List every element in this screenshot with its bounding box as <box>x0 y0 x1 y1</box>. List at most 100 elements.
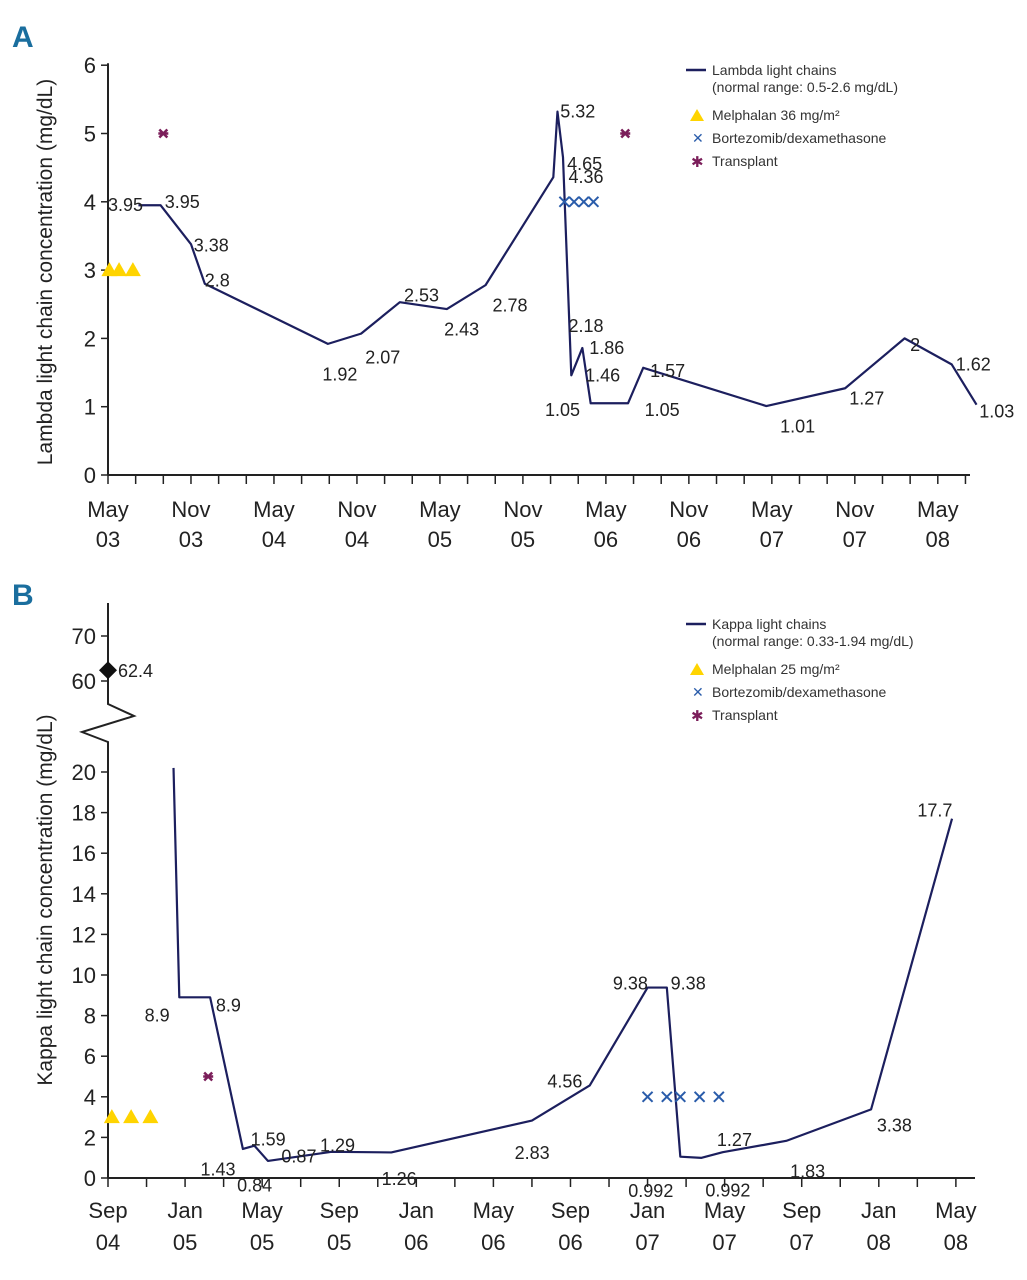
legend-melphalan-label: Melphalan 25 mg/m² <box>712 661 840 677</box>
legend-lambda-range: (normal range: 0.5-2.6 mg/dL) <box>712 79 898 95</box>
x-tick-label-year: 08 <box>867 1230 891 1255</box>
x-tick-label-year: 05 <box>250 1230 274 1255</box>
y-tick-label: 2 <box>84 326 96 351</box>
data-label: 9.38 <box>671 974 706 994</box>
data-label: 4.36 <box>569 167 604 187</box>
legend-bortezomib-label: Bortezomib/dexamethasone <box>712 684 887 700</box>
panel-b-data-labels: 62.4 8.9 8.9 1.43 1.59 0.84 1.29 1.26 2.83 4.56 9.… <box>118 661 952 1201</box>
bortezomib-marker <box>713 1091 725 1103</box>
panel-a-markers <box>101 128 631 277</box>
panel-a-series <box>138 110 978 408</box>
y-tick-label: 2 <box>84 1125 96 1150</box>
panel-a-data-labels: 3.95 3.95 3.38 2.8 1.92 2.07 2.532.43 2.78 5.32 4… <box>108 102 1014 437</box>
panel-b-letter: B <box>12 579 34 612</box>
data-label: 0.992 <box>628 1181 673 1201</box>
x-tick-label-month: Nov <box>503 497 542 522</box>
x-tick-label-year: 06 <box>677 527 701 552</box>
bortezomib-marker <box>661 1091 673 1103</box>
data-label: 1.05 <box>545 400 580 420</box>
y-tick-label: 12 <box>72 922 96 947</box>
lambda-series-line <box>138 110 978 408</box>
transplant-asterisk-icon: ✱ <box>691 707 704 725</box>
y-tick-label: 6 <box>84 53 96 78</box>
x-tick-label-year: 08 <box>926 527 950 552</box>
y-tick-label: 20 <box>72 760 96 785</box>
data-label: 3.95 <box>108 195 143 215</box>
data-label: 2.78 <box>492 296 527 316</box>
legend-melphalan-label: Melphalan 36 mg/m² <box>712 107 840 123</box>
x-tick-label-year: 05 <box>511 527 535 552</box>
y-tick-label: 4 <box>84 1085 96 1110</box>
x-tick-label-year: 06 <box>594 527 618 552</box>
x-tick-label-year: 07 <box>843 527 867 552</box>
y-tick-label: 0 <box>84 463 96 488</box>
melphalan-marker <box>111 262 128 277</box>
data-label: 3.95 <box>165 192 200 212</box>
bortezomib-marker <box>693 1091 706 1103</box>
data-label: 2.8 <box>205 270 230 290</box>
melphalan-marker <box>142 1109 159 1124</box>
data-label: 1.01 <box>780 417 815 437</box>
y-tick-label: 70 <box>72 624 96 649</box>
x-tick-label-month: Jan <box>167 1198 202 1223</box>
y-tick-label: 5 <box>84 122 96 147</box>
panel-a-y-axis-title: Lambda light chain concentration (mg/dL) <box>34 79 57 465</box>
x-tick-label-month: Nov <box>835 497 874 522</box>
outlier-diamond-marker <box>99 661 117 680</box>
panel-a-letter: A <box>12 21 34 54</box>
x-tick-label-month: Sep <box>551 1198 590 1223</box>
data-label: 8.9 <box>216 995 241 1015</box>
x-tick-label-month: May <box>473 1198 515 1223</box>
data-label: 1.86 <box>589 338 624 358</box>
legend-kappa-label: Kappa light chains <box>712 616 826 632</box>
bortezomib-x-icon: ✕ <box>692 130 704 146</box>
x-tick-label-month: May <box>935 1198 977 1223</box>
x-tick-label-year: 05 <box>173 1230 197 1255</box>
legend-kappa-range: (normal range: 0.33-1.94 mg/dL) <box>712 633 914 649</box>
panel-b-markers <box>99 661 725 1124</box>
data-label: 1.27 <box>717 1130 752 1150</box>
data-label: 4.65 <box>567 154 602 174</box>
data-label: 3.38 <box>194 236 229 256</box>
x-tick-label-year: 03 <box>179 527 203 552</box>
outlier-label: 62.4 <box>118 661 153 681</box>
data-label: 9.38 <box>613 974 648 994</box>
x-tick-label-month: Nov <box>337 497 376 522</box>
melphalan-marker <box>124 262 141 277</box>
x-tick-label-year: 07 <box>635 1230 659 1255</box>
data-label: 1.27 <box>849 389 884 409</box>
x-tick-label-month: Jan <box>861 1198 896 1223</box>
y-tick-label: 6 <box>84 1044 96 1069</box>
panel-a-legend: Lambda light chains (normal range: 0.5-2… <box>686 62 898 171</box>
y-tick-label: 1 <box>84 395 96 420</box>
x-tick-label-month: May <box>751 497 793 522</box>
panel-a-axes: 0 1 2 3 4 5 6 May 03 Nov 03 May 04 Nov 04 May 05 Nov 05 May… <box>84 53 970 552</box>
data-label: 2.43 <box>444 320 479 340</box>
data-label: 2.18 <box>569 316 604 336</box>
panel-b-y-axis-title: Kappa light chain concentration (mg/dL) <box>34 714 57 1085</box>
data-label: 1.03 <box>979 401 1014 421</box>
data-label: 1.29 <box>320 1136 355 1156</box>
x-tick-label-year: 07 <box>760 527 784 552</box>
y-tick-label: 60 <box>72 669 96 694</box>
panel-b-axes: 0 2 4 6 8 10 12 14 16 18 20 60 70 Sep 04 Jan 05 May 05 Sep 0… <box>72 603 977 1255</box>
data-label: 1.83 <box>790 1161 825 1181</box>
y-tick-label: 0 <box>84 1166 96 1191</box>
y-tick-label: 10 <box>72 963 96 988</box>
data-label: 17.7 <box>917 801 952 821</box>
data-label: 0.992 <box>705 1180 750 1200</box>
x-tick-label-year: 04 <box>262 527 286 552</box>
x-tick-label-year: 04 <box>345 527 369 552</box>
x-tick-label-month: Sep <box>88 1198 127 1223</box>
data-label: 4.56 <box>547 1071 582 1091</box>
x-tick-label-year: 06 <box>404 1230 428 1255</box>
data-label: 3.38 <box>877 1116 912 1136</box>
kappa-series-line <box>172 767 954 1163</box>
x-tick-label-year: 07 <box>789 1230 813 1255</box>
melphalan-marker <box>123 1109 140 1124</box>
x-tick-label-month: Nov <box>669 497 708 522</box>
bortezomib-marker <box>641 1091 654 1103</box>
transplant-marker <box>620 128 631 139</box>
y-tick-label: 14 <box>72 882 96 907</box>
x-tick-label-month: May <box>704 1198 746 1223</box>
